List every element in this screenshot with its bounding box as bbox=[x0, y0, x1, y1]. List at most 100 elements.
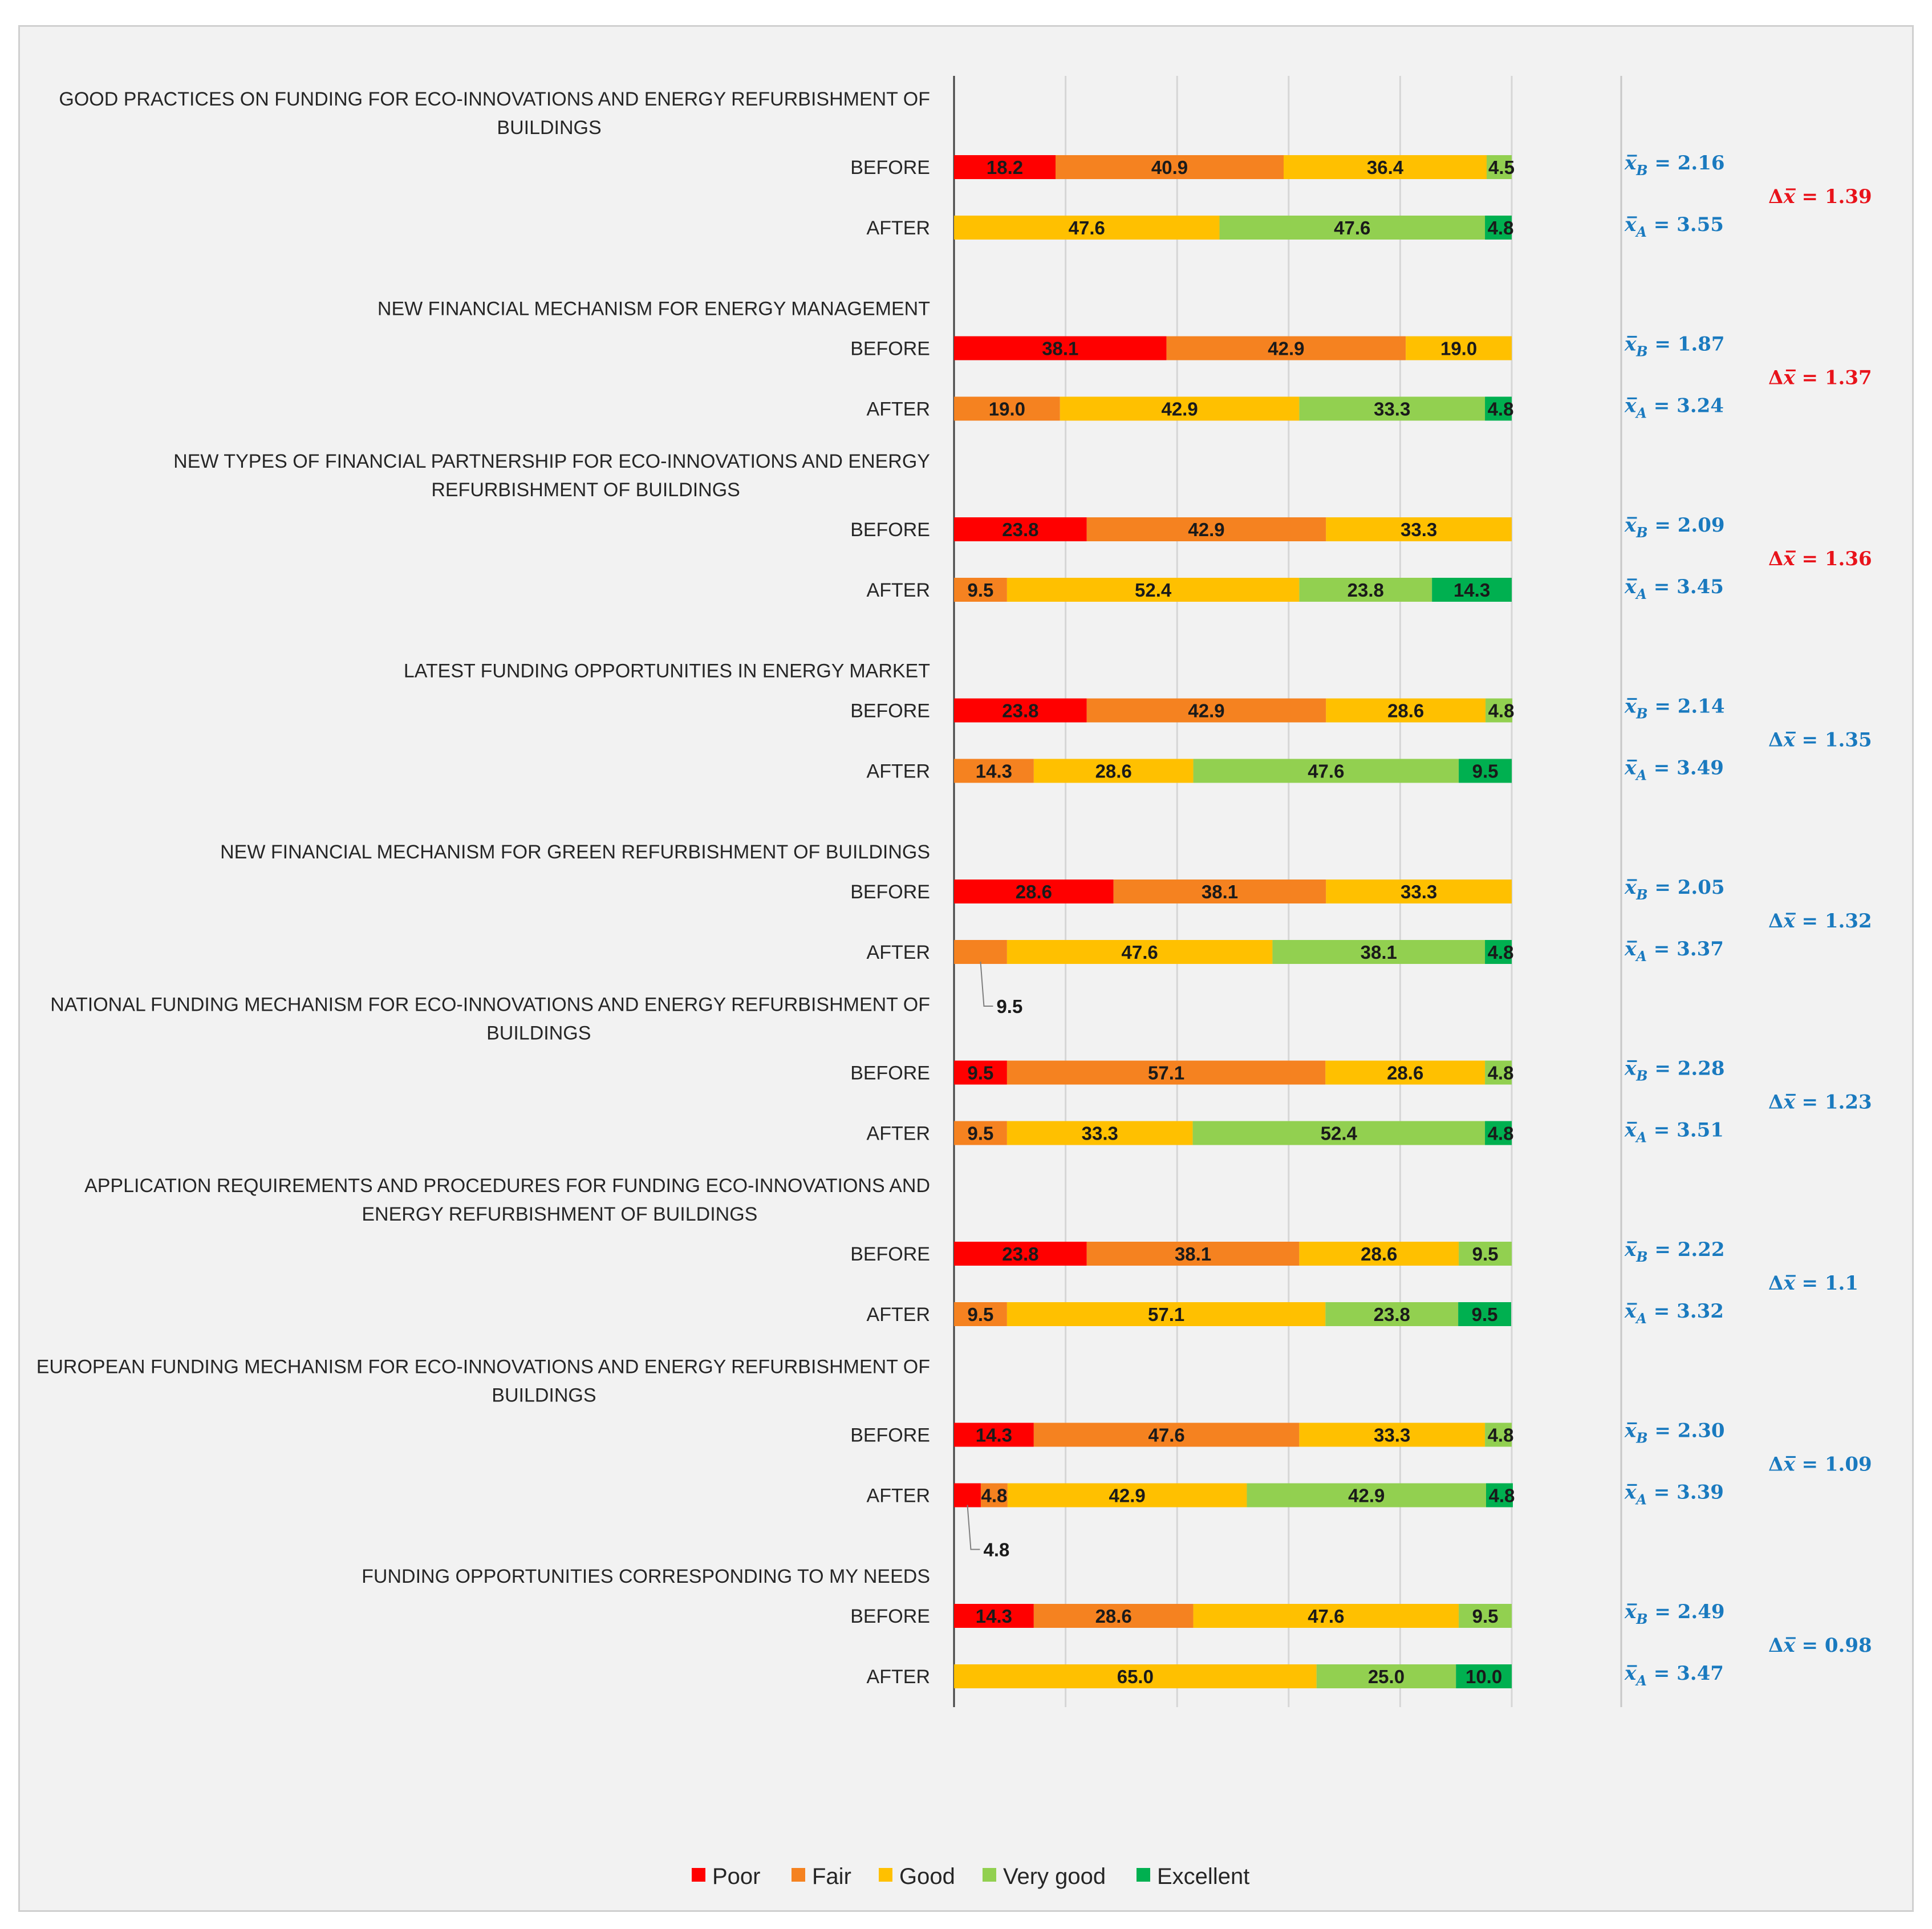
category-5-before-segment-poor bbox=[954, 880, 1114, 903]
category-5-before-value-label: 33.3 bbox=[1401, 881, 1437, 902]
category-4-title: LATEST FUNDING OPPORTUNITIES IN ENERGY M… bbox=[404, 660, 930, 682]
category-8-callout-label: 4.8 bbox=[983, 1539, 1009, 1561]
category-8-before-value-label: 14.3 bbox=[976, 1425, 1012, 1446]
category-2-after-label: AFTER bbox=[867, 399, 930, 420]
category-8-after-segment-excellent bbox=[1486, 1483, 1513, 1507]
category-7-after-label: AFTER bbox=[867, 1304, 930, 1326]
category-7-mean-after: x̅A = 3.32 bbox=[1624, 1300, 1724, 1327]
legend-swatch-excellent bbox=[1137, 1868, 1150, 1882]
category-8-before-value-label: 4.8 bbox=[1488, 1425, 1514, 1446]
category-9-mean-before: x̅B = 2.49 bbox=[1624, 1600, 1725, 1627]
category-1-after-value-label: 47.6 bbox=[1334, 217, 1370, 238]
category-1-after-segment-good bbox=[954, 216, 1220, 240]
category-7-after-value-label: 23.8 bbox=[1374, 1304, 1410, 1325]
category-6-mean-after: x̅A = 3.51 bbox=[1624, 1119, 1724, 1146]
category-9-before-segment-fair bbox=[1033, 1604, 1194, 1628]
category-2-before-segment-good bbox=[1406, 336, 1512, 360]
category-8-before-segment-poor bbox=[954, 1423, 1034, 1447]
category-2-after-value-label: 4.8 bbox=[1488, 399, 1514, 420]
category-2-after-segment-excellent bbox=[1485, 396, 1512, 421]
category-9-after-value-label: 65.0 bbox=[1117, 1666, 1154, 1687]
category-5-before-value-label: 38.1 bbox=[1202, 881, 1238, 902]
legend-label-excellent: Excellent bbox=[1157, 1864, 1249, 1889]
category-7-before-value-label: 28.6 bbox=[1361, 1243, 1397, 1265]
category-2-after-value-label: 33.3 bbox=[1374, 399, 1410, 420]
category-2-before-value-label: 42.9 bbox=[1268, 338, 1304, 359]
category-7-mean-delta: Δx̅ = 1.1 bbox=[1768, 1272, 1858, 1295]
category-9-title: FUNDING OPPORTUNITIES CORRESPONDING TO M… bbox=[362, 1566, 930, 1587]
category-9-after-value-label: 10.0 bbox=[1466, 1666, 1502, 1687]
category-8-mean-after: x̅A = 3.39 bbox=[1624, 1481, 1724, 1508]
category-8-after-value-label: 4.8 bbox=[1489, 1485, 1515, 1506]
category-3-after-segment-excellent bbox=[1432, 578, 1512, 602]
category-8-mean-before: x̅B = 2.30 bbox=[1624, 1420, 1725, 1446]
category-3-before-value-label: 23.8 bbox=[1002, 519, 1038, 540]
category-1-before-segment-poor bbox=[954, 155, 1056, 179]
category-6-before-segment-very-good bbox=[1485, 1060, 1512, 1085]
category-7-title: ENERGY REFURBISHMENT OF BUILDINGS bbox=[362, 1203, 757, 1225]
category-3-after-value-label: 23.8 bbox=[1347, 579, 1384, 601]
category-7-before-value-label: 38.1 bbox=[1175, 1243, 1211, 1265]
category-6-before-segment-poor bbox=[954, 1060, 1007, 1085]
category-4-after-segment-very-good bbox=[1193, 759, 1459, 783]
category-5-after-segment-good bbox=[1006, 940, 1273, 964]
category-1-before-value-label: 18.2 bbox=[987, 157, 1023, 178]
category-4-before-value-label: 42.9 bbox=[1188, 700, 1224, 722]
category-3-after-value-label: 9.5 bbox=[968, 579, 994, 601]
category-7-title: APPLICATION REQUIREMENTS AND PROCEDURES … bbox=[84, 1175, 930, 1197]
category-4-mean-after: x̅A = 3.49 bbox=[1624, 757, 1724, 784]
category-2-title: NEW FINANCIAL MECHANISM FOR ENERGY MANAG… bbox=[378, 298, 930, 320]
category-4-before-segment-poor bbox=[954, 698, 1087, 723]
category-4-before-segment-good bbox=[1326, 698, 1486, 723]
category-3-before-value-label: 33.3 bbox=[1401, 519, 1437, 540]
category-8-after-value-label: 42.9 bbox=[1348, 1485, 1385, 1506]
category-5-after-segment-excellent bbox=[1485, 940, 1512, 964]
category-7-after-segment-good bbox=[1006, 1302, 1326, 1326]
legend-swatch-poor bbox=[692, 1868, 705, 1882]
category-8-before-value-label: 33.3 bbox=[1374, 1425, 1410, 1446]
category-9-before-segment-very-good bbox=[1459, 1604, 1512, 1628]
category-6-title: BUILDINGS bbox=[486, 1023, 591, 1044]
category-6-mean-before: x̅B = 2.28 bbox=[1624, 1057, 1725, 1084]
category-4-after-label: AFTER bbox=[867, 761, 930, 783]
category-1-before-segment-good bbox=[1283, 155, 1487, 179]
category-9-before-value-label: 28.6 bbox=[1095, 1606, 1132, 1627]
category-9-after-segment-very-good bbox=[1316, 1664, 1456, 1688]
category-7-before-value-label: 23.8 bbox=[1002, 1243, 1038, 1265]
category-2-mean-after: x̅A = 3.24 bbox=[1624, 395, 1724, 422]
category-1-title: GOOD PRACTICES ON FUNDING FOR ECO-INNOVA… bbox=[59, 88, 930, 110]
legend-label-poor: Poor bbox=[712, 1864, 761, 1889]
category-6-after-value-label: 9.5 bbox=[968, 1123, 994, 1144]
category-2-after-segment-good bbox=[1060, 396, 1300, 421]
category-8-after-label: AFTER bbox=[867, 1485, 930, 1507]
category-5-mean-before: x̅B = 2.05 bbox=[1624, 876, 1725, 903]
category-7-before-segment-very-good bbox=[1459, 1242, 1512, 1266]
category-6-before-value-label: 28.6 bbox=[1387, 1063, 1423, 1084]
category-4-after-value-label: 14.3 bbox=[976, 761, 1012, 782]
category-8-before-segment-very-good bbox=[1485, 1423, 1512, 1447]
category-8-after-value-label: 4.8 bbox=[981, 1485, 1007, 1506]
category-5-mean-delta: Δx̅ = 1.32 bbox=[1768, 910, 1872, 933]
category-6-before-segment-good bbox=[1325, 1060, 1485, 1085]
category-7-after-segment-fair bbox=[954, 1302, 1007, 1326]
legend-swatch-fair bbox=[792, 1868, 805, 1882]
category-5-after-value-label: 47.6 bbox=[1122, 942, 1158, 963]
category-7-before-label: BEFORE bbox=[850, 1243, 930, 1265]
category-6-after-segment-fair bbox=[954, 1121, 1007, 1145]
legend-label-very-good: Very good bbox=[1003, 1864, 1106, 1889]
category-6-after-segment-good bbox=[1006, 1121, 1193, 1145]
category-1-after-segment-very-good bbox=[1219, 216, 1485, 240]
category-6-title: NATIONAL FUNDING MECHANISM FOR ECO-INNOV… bbox=[50, 994, 930, 1016]
category-1-before-segment-fair bbox=[1055, 155, 1284, 179]
category-9-before-segment-good bbox=[1193, 1604, 1459, 1628]
category-3-after-segment-fair bbox=[954, 578, 1007, 602]
category-5-before-segment-fair bbox=[1113, 880, 1326, 903]
category-6-after-value-label: 33.3 bbox=[1082, 1123, 1118, 1144]
category-6-mean-delta: Δx̅ = 1.23 bbox=[1768, 1091, 1872, 1114]
category-1-before-segment-very-good bbox=[1486, 155, 1512, 179]
category-3-mean-delta: Δx̅ = 1.36 bbox=[1768, 548, 1872, 570]
category-7-mean-before: x̅B = 2.22 bbox=[1624, 1238, 1725, 1265]
category-6-after-segment-excellent bbox=[1485, 1121, 1512, 1145]
category-9-before-value-label: 9.5 bbox=[1472, 1606, 1499, 1627]
category-1-mean-delta: Δx̅ = 1.39 bbox=[1768, 185, 1872, 208]
